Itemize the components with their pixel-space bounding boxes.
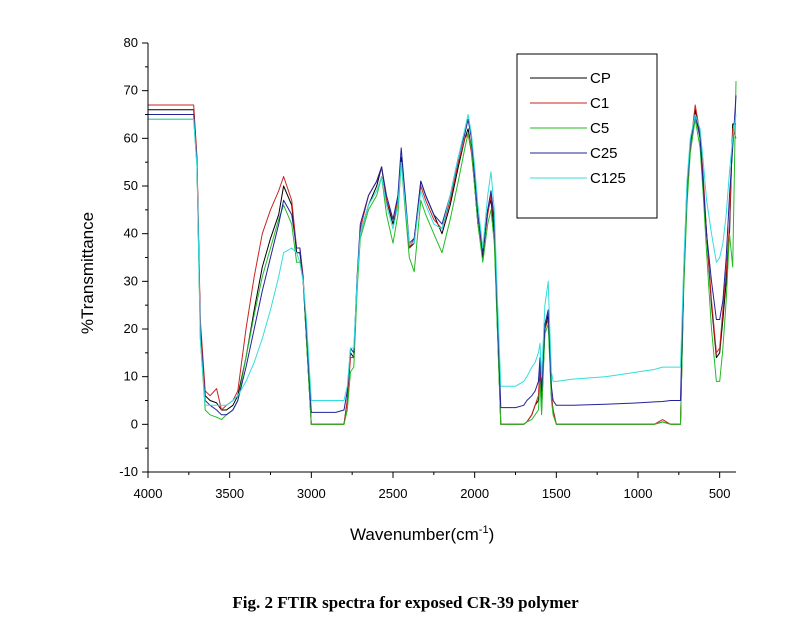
series-line-c5 <box>148 81 737 425</box>
legend-label-c125: C125 <box>590 170 626 187</box>
series-line-c125 <box>148 114 737 406</box>
x-tick-label: 2500 <box>379 486 408 501</box>
y-tick-label: 30 <box>124 273 138 288</box>
x-tick-label: 3500 <box>215 486 244 501</box>
x-tick-label: 500 <box>709 486 731 501</box>
y-tick-label: 10 <box>124 369 138 384</box>
y-tick-label: 60 <box>124 130 138 145</box>
x-tick-label: 4000 <box>134 486 163 501</box>
y-tick-label: 40 <box>124 226 138 241</box>
legend: CP C1 C5 C25 C125 <box>516 53 658 219</box>
y-tick-label: -10 <box>119 464 138 479</box>
series-line-c25 <box>148 95 737 416</box>
legend-label-cp: CP <box>590 70 611 87</box>
y-tick-label: 80 <box>124 35 138 50</box>
x-tick-label: 3000 <box>297 486 326 501</box>
y-axis-title: %Transmittance <box>78 212 97 334</box>
y-tick-label: 0 <box>131 416 138 431</box>
x-tick-label: 2000 <box>460 486 489 501</box>
legend-box <box>516 53 658 219</box>
legend-label-c25: C25 <box>590 145 618 162</box>
figure-caption: Fig. 2 FTIR spectra for exposed CR-39 po… <box>232 593 579 612</box>
legend-label-c1: C1 <box>590 95 609 112</box>
x-tick-label: 1500 <box>542 486 571 501</box>
y-tick-label: 50 <box>124 178 138 193</box>
axes: -10 0 10 20 30 40 50 60 70 80 4000 3500 3000 2500 2000… <box>119 35 736 501</box>
x-axis-title: Wavenumber(cm-1) <box>350 524 494 544</box>
x-tick-label: 1000 <box>624 486 653 501</box>
y-tick-label: 70 <box>124 83 138 98</box>
legend-label-c5: C5 <box>590 120 609 137</box>
plot-lines <box>148 81 737 425</box>
y-tick-label: 20 <box>124 321 138 336</box>
